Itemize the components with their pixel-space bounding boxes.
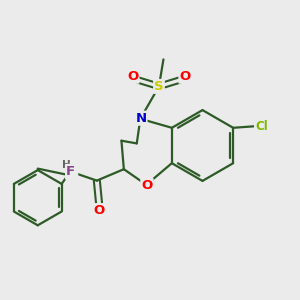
Text: O: O (179, 70, 191, 83)
Text: H: H (62, 160, 71, 170)
Text: N: N (66, 166, 77, 179)
Text: S: S (154, 80, 164, 93)
Text: O: O (127, 70, 139, 83)
Text: O: O (94, 204, 105, 217)
Text: O: O (141, 179, 153, 192)
Text: F: F (66, 165, 75, 178)
Text: N: N (135, 112, 146, 125)
Text: Cl: Cl (255, 120, 268, 133)
